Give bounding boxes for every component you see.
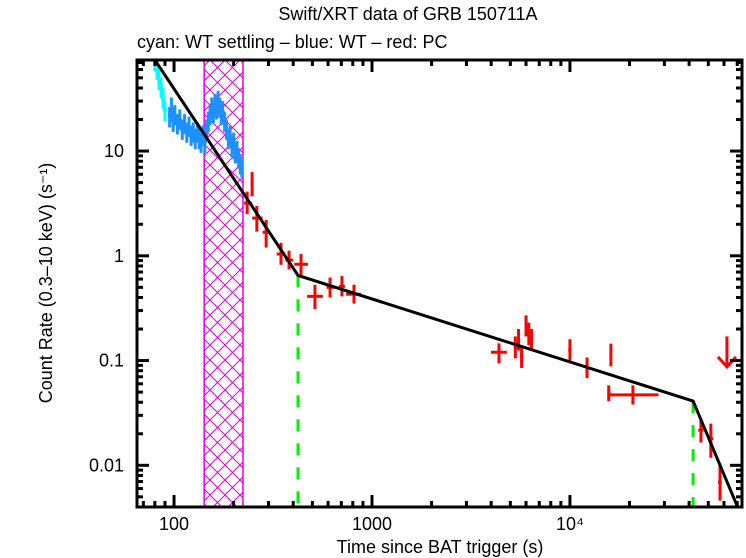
data-point-pc bbox=[530, 329, 534, 351]
x-tick-label: 10⁴ bbox=[556, 514, 584, 534]
shaded-band-layer bbox=[203, 60, 244, 507]
data-point-pc bbox=[307, 284, 323, 310]
data-point-pc bbox=[568, 339, 572, 361]
break-lines-layer bbox=[296, 275, 695, 507]
chart-title: Swift/XRT data of GRB 150711A bbox=[278, 4, 537, 24]
data-point-pc bbox=[490, 343, 507, 364]
y-tick-label: 0.1 bbox=[99, 351, 124, 371]
data-point-pc bbox=[524, 315, 528, 337]
y-tick-label: 1 bbox=[114, 246, 124, 266]
x-axis-label: Time since BAT trigger (s) bbox=[337, 537, 544, 557]
data-point-pc bbox=[607, 385, 611, 402]
data-point-pc bbox=[527, 322, 531, 346]
data-point-pc bbox=[250, 172, 254, 197]
plot-frame bbox=[135, 58, 744, 509]
y-axis-label: Count Rate (0.3–10 keV) (s⁻¹) bbox=[36, 163, 56, 404]
data-point-pc bbox=[609, 343, 613, 367]
x-tick-label: 100 bbox=[159, 514, 189, 534]
model-line bbox=[153, 60, 740, 507]
x-tick-label: 1000 bbox=[352, 514, 392, 534]
tick-layer bbox=[137, 60, 742, 509]
chart-subtitle: cyan: WT settling – blue: WT – red: PC bbox=[137, 32, 447, 52]
hatched-band bbox=[203, 60, 244, 507]
data-point-pc bbox=[718, 463, 722, 501]
data-point-pc bbox=[608, 385, 659, 405]
data-point-pc bbox=[294, 254, 308, 277]
y-tick-label: 10 bbox=[104, 141, 124, 161]
series-layer bbox=[152, 60, 738, 501]
y-tick-label: 0.01 bbox=[89, 455, 124, 475]
data-point-pc bbox=[513, 336, 517, 359]
data-point-pc bbox=[338, 276, 345, 297]
upper-limit-arrow bbox=[716, 336, 738, 370]
model-layer bbox=[153, 60, 740, 507]
data-point-pc bbox=[520, 345, 524, 368]
tick-label-layer: 100 1000 10⁴ 10 1 0.1 0.01 bbox=[89, 141, 584, 534]
